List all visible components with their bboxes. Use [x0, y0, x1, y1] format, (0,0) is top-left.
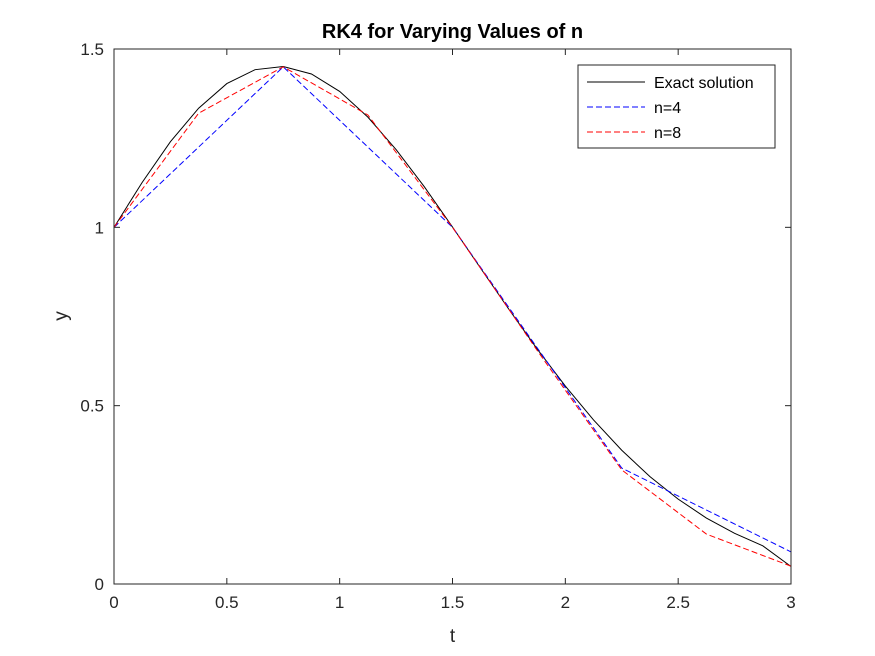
series-line-0 [113, 65, 792, 567]
y-axis-label: y [51, 311, 72, 321]
x-tick-label: 2 [561, 593, 570, 612]
y-tick-label: 0 [95, 575, 104, 594]
legend: Exact solution n=4 n=8 [577, 64, 776, 149]
x-tick-label: 1 [335, 593, 344, 612]
x-tick-label: 3 [786, 593, 795, 612]
x-tick-label: 0 [109, 593, 118, 612]
legend-label-2: n=8 [654, 125, 681, 142]
x-tick-label: 2.5 [666, 593, 690, 612]
series-layer [113, 65, 792, 567]
y-tick-label: 1.5 [80, 40, 104, 59]
x-axis-label: t [450, 626, 456, 647]
x-tick-label: 0.5 [215, 593, 239, 612]
series-line-2 [113, 66, 792, 567]
tick-layer: 0 0.5 1 1.5 2 2.5 3 0 0.5 1 1.5 [80, 40, 795, 612]
x-tick-label: 1.5 [441, 593, 465, 612]
legend-label-0: Exact solution [654, 75, 754, 92]
legend-label-1: n=4 [654, 100, 681, 117]
y-tick-label: 1 [95, 218, 104, 237]
y-tick-label: 0.5 [80, 397, 104, 416]
chart-title: RK4 for Varying Values of n [322, 21, 583, 43]
series-line-1 [113, 66, 792, 553]
